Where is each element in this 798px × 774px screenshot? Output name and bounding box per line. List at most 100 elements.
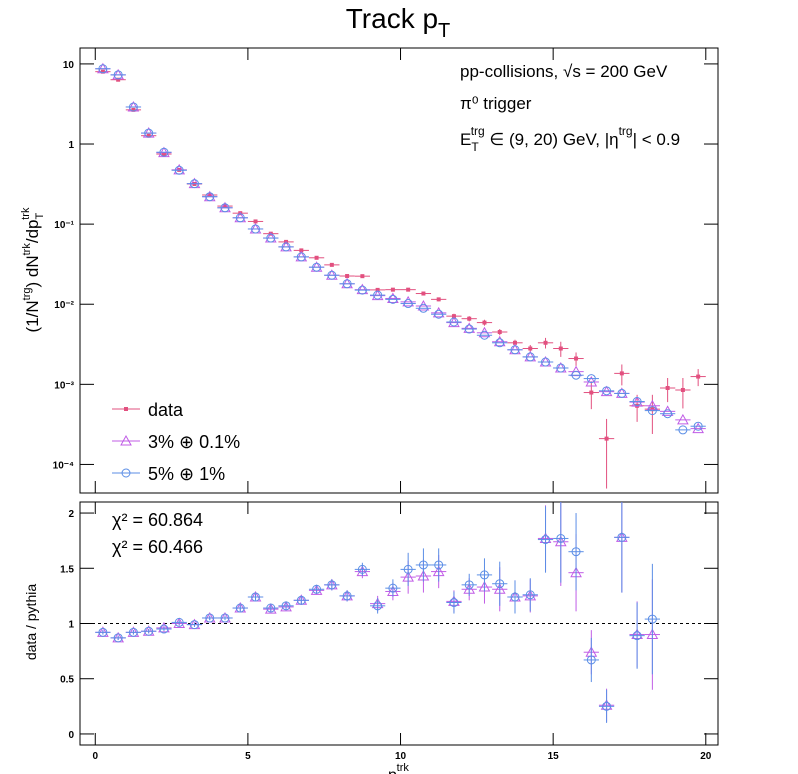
- y-tick-label: 10: [63, 60, 75, 71]
- annotation: χ² = 60.864: [112, 510, 203, 530]
- y-tick-label: 1.5: [60, 564, 74, 575]
- data-point: [602, 701, 612, 711]
- data-point: [402, 295, 415, 307]
- data-point: [436, 297, 441, 302]
- data-point: [312, 262, 322, 272]
- data-point: [434, 309, 444, 319]
- data-point: [632, 631, 642, 641]
- data-point: [571, 370, 581, 380]
- data-point: [327, 270, 337, 280]
- data-point: [541, 535, 551, 545]
- data-point: [144, 626, 154, 636]
- data-point: [158, 621, 170, 633]
- data-point: [100, 69, 105, 74]
- label-text: /dp: [23, 220, 42, 244]
- data-point: [647, 614, 657, 624]
- data-point: [525, 352, 535, 362]
- data-point: [390, 287, 395, 292]
- data-point: [646, 399, 659, 411]
- data-point: [342, 591, 352, 601]
- data-point: [113, 633, 123, 643]
- data-point: [495, 579, 505, 589]
- data-point: [388, 294, 398, 304]
- data-point: [619, 371, 624, 376]
- data-point: [251, 224, 261, 234]
- data-point: [98, 64, 108, 74]
- data-point: [541, 357, 551, 367]
- x-tick-label: 15: [548, 751, 560, 762]
- y-tick-label: 10⁻¹: [54, 220, 74, 231]
- data-point: [207, 192, 212, 197]
- data-point: [131, 107, 136, 112]
- data-point: [663, 409, 673, 419]
- data-point: [98, 627, 108, 637]
- annotation: pp-collisions, √s = 200 GeV: [460, 62, 668, 81]
- data-point: [696, 374, 701, 379]
- data-point: [586, 374, 596, 384]
- data-point: [403, 299, 413, 309]
- y-tick-label: 2: [68, 509, 74, 520]
- data-point: [432, 306, 445, 318]
- data-point: [556, 363, 566, 373]
- data-point: [281, 242, 291, 252]
- plot-frame: [79, 47, 719, 494]
- data-point: [678, 425, 688, 435]
- data-point: [467, 316, 472, 321]
- legend-marker: [120, 434, 132, 446]
- label-sup: trg: [21, 288, 33, 301]
- data-point: [463, 322, 476, 333]
- data-point: [617, 388, 627, 398]
- data-point: [528, 346, 533, 351]
- data-point: [632, 397, 642, 407]
- legend-marker: [124, 407, 128, 411]
- data-point: [387, 292, 399, 303]
- data-point: [159, 624, 169, 634]
- data-point: [113, 70, 123, 80]
- data-point: [602, 386, 612, 396]
- legend-marker: [121, 468, 131, 478]
- data-point: [329, 262, 334, 267]
- data-point: [418, 303, 428, 313]
- data-point: [479, 570, 489, 580]
- data-point: [342, 279, 352, 289]
- annotation-sub: T: [471, 140, 479, 154]
- data-point: [604, 436, 609, 441]
- data-point: [558, 346, 563, 351]
- data-point: [251, 592, 261, 602]
- data-point: [406, 287, 411, 292]
- data-point: [497, 330, 502, 335]
- data-point: [421, 291, 426, 296]
- annotation-text: E: [460, 130, 471, 149]
- data-point: [525, 590, 535, 600]
- data-point: [189, 179, 199, 189]
- data-point: [571, 547, 581, 557]
- x-tick-label: 20: [700, 751, 712, 762]
- data-point: [510, 592, 520, 602]
- data-point: [189, 620, 199, 630]
- data-point: [223, 204, 227, 209]
- data-point: [128, 102, 138, 112]
- data-point: [266, 233, 276, 243]
- x-axis-label: pTtrk: [388, 762, 409, 774]
- data-point: [589, 390, 594, 395]
- y-tick-label: 10⁻⁴: [53, 460, 74, 471]
- y-tick-label: 1: [68, 140, 74, 151]
- data-point: [296, 595, 306, 605]
- data-point: [692, 422, 705, 434]
- data-point: [373, 601, 383, 611]
- y-axis-label: data / pythia: [23, 584, 39, 660]
- annotation-text: | < 0.9: [633, 130, 680, 149]
- data-point: [280, 600, 292, 612]
- data-point: [253, 219, 258, 224]
- annotation: π⁰ trigger: [460, 94, 532, 113]
- data-point: [264, 603, 277, 614]
- data-point: [574, 356, 579, 361]
- label-text: data / pythia: [23, 584, 39, 660]
- data-point: [650, 407, 655, 412]
- data-point: [513, 340, 517, 345]
- y-tick-label: 10⁻²: [54, 300, 74, 311]
- data-point: [510, 345, 520, 355]
- data-point: [543, 340, 548, 345]
- label-sup: trk: [21, 243, 33, 256]
